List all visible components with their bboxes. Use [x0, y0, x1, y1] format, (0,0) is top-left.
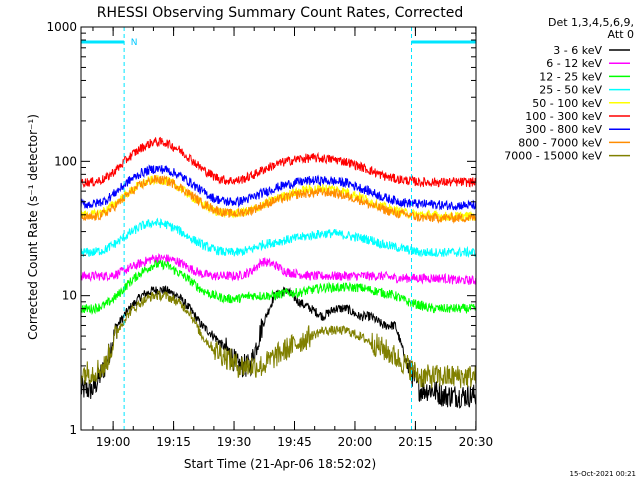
legend-header-line-1: Det 1,3,4,5,6,9,	[548, 16, 634, 29]
legend-label-3: 25 - 50 keV	[539, 84, 602, 97]
legend-label-5: 100 - 300 keV	[525, 110, 602, 123]
night-label: N	[131, 38, 138, 48]
chart-title: RHESSI Observing Summary Count Rates, Co…	[97, 5, 463, 21]
y-tick-label-3: 1000	[46, 20, 77, 34]
footer-date: 15-Oct-2021 00:21	[570, 470, 636, 478]
legend-label-1: 6 - 12 keV	[546, 57, 602, 70]
y-tick-label-0: 1	[69, 423, 77, 437]
y-axis-label: Corrected Count Rate (s⁻¹ detector⁻¹)	[26, 114, 40, 340]
series-line-7	[80, 174, 477, 224]
legend-label-8: 7000 - 15000 keV	[504, 150, 602, 163]
x-tick-label-0: 19:00	[96, 435, 131, 449]
series-line-5	[80, 136, 477, 189]
plot-frame	[80, 26, 477, 431]
x-tick-label-1: 19:15	[156, 435, 191, 449]
legend-label-4: 50 - 100 keV	[532, 97, 602, 110]
y-tick-label-2: 100	[54, 154, 77, 168]
x-tick-label-6: 20:30	[459, 435, 494, 449]
legend-label-2: 12 - 25 keV	[539, 70, 602, 83]
x-tick-label-5: 20:15	[398, 435, 433, 449]
x-tick-label-3: 19:45	[277, 435, 312, 449]
x-tick-label-2: 19:30	[217, 435, 252, 449]
series-line-1	[80, 252, 477, 285]
series-line-6	[80, 164, 477, 211]
series-line-2	[80, 259, 477, 316]
series-line-8	[80, 290, 477, 389]
plot-area: N 1 10 100 1000 19:00 19:15 19:30 19:45 20:00 20:1…	[46, 20, 493, 449]
legend-label-7: 800 - 7000 keV	[518, 136, 602, 149]
legend-label-0: 3 - 6 keV	[553, 44, 602, 57]
series-line-3	[80, 217, 477, 259]
x-axis-label: Start Time (21-Apr-06 18:52:02)	[184, 457, 376, 471]
y-tick-label-1: 10	[62, 289, 77, 303]
legend-header-line-2: Att 0	[608, 28, 634, 41]
x-tick-label-4: 20:00	[338, 435, 373, 449]
legend-label-6: 300 - 800 keV	[525, 123, 602, 136]
